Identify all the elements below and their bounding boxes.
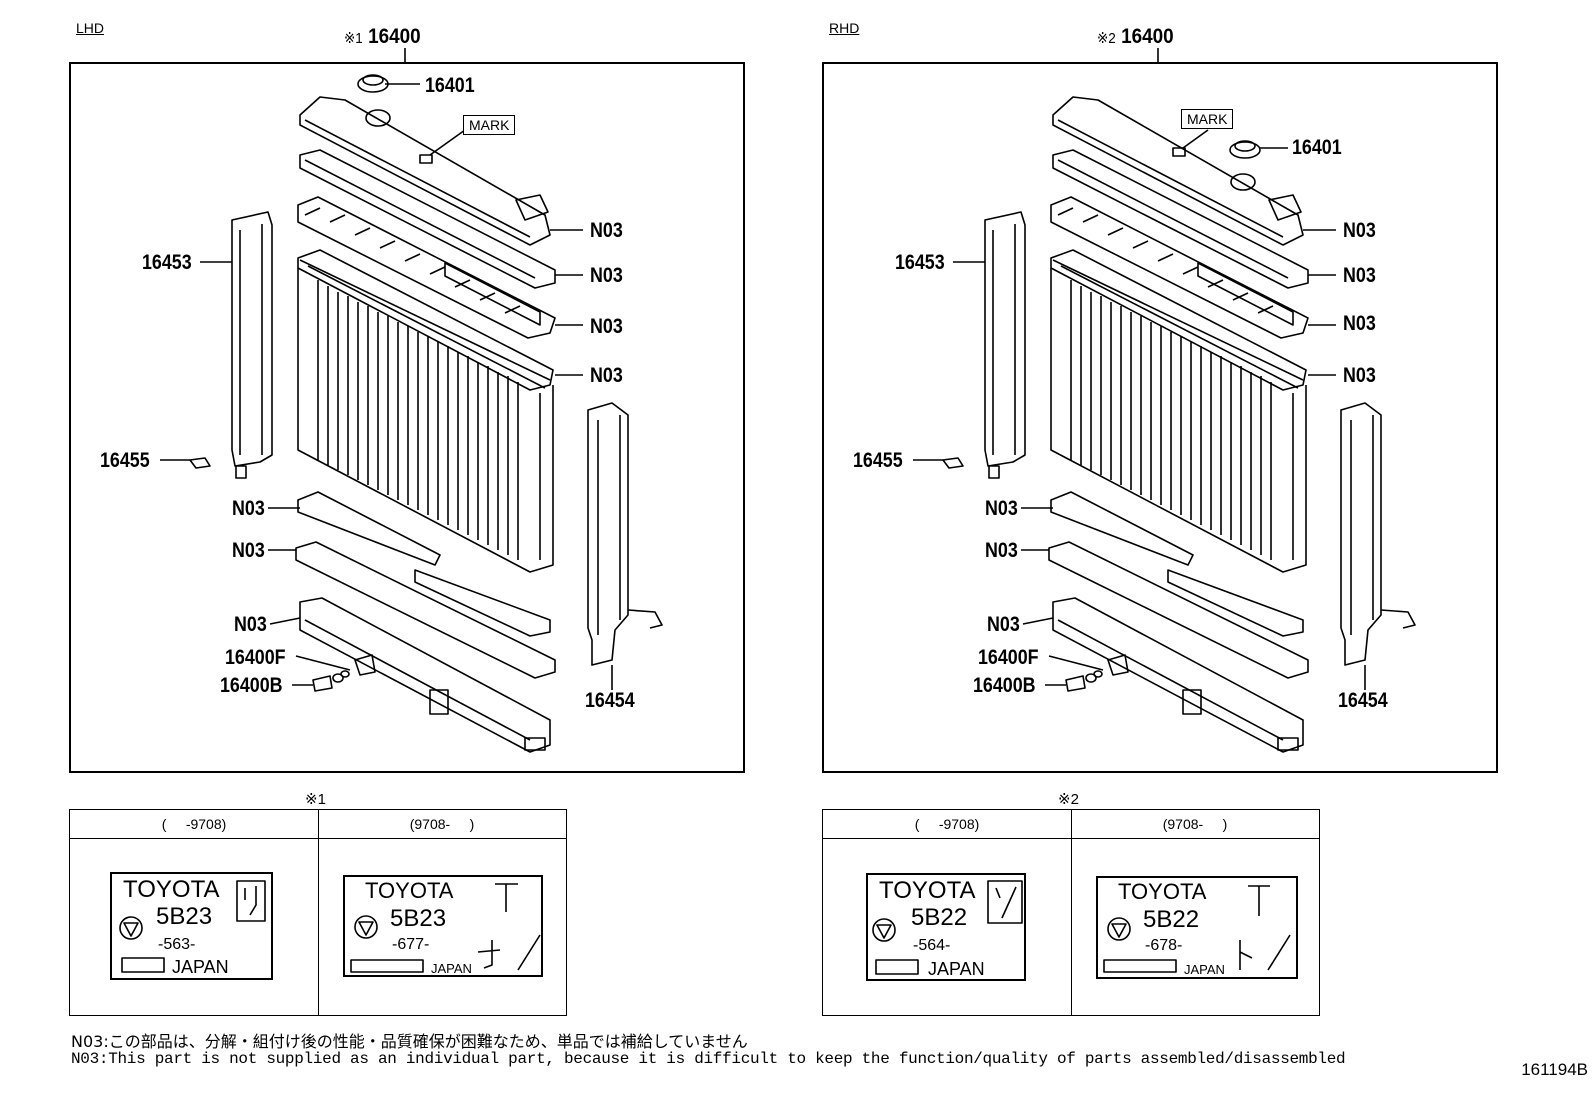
table1-header-before: ( -9708) [161,816,227,832]
diagram-id: 161194B [1521,1060,1588,1079]
lhd-part-16401[interactable]: 16401 [425,74,475,97]
lhd-label: LHD [76,20,105,36]
plate-code: -677- [392,936,430,953]
lhd-assembly-no: 16400 [368,25,421,48]
rhd-part-16455[interactable]: 16455 [853,449,903,472]
rhd-part-16454[interactable]: 16454 [1338,689,1388,712]
rhd-part-16453[interactable]: 16453 [895,251,945,274]
plate-model: 5B22 [911,904,968,931]
lhd-mark-box: MARK [463,115,516,135]
table2-header-after: (9708- ) [1162,816,1228,832]
lhd-part-n03-6[interactable]: N03 [232,539,265,562]
table1-ref: ※1 [305,791,326,808]
lhd-part-16454[interactable]: 16454 [585,689,635,712]
lhd-part-16400b[interactable]: 16400B [220,674,283,697]
table1: ( -9708) (9708- ) [69,809,567,1016]
rhd-part-n03-5[interactable]: N03 [985,497,1018,520]
rhd-part-n03-4[interactable]: N03 [1343,364,1376,387]
rhd-part-16400b[interactable]: 16400B [973,674,1036,697]
plate-brand: TOYOTA [1118,879,1207,904]
lhd-assembly-ref: ※1 [344,30,363,47]
table2-header-before: ( -9708) [914,816,980,832]
rhd-assembly-number: ※2 16400 [1097,25,1174,49]
lhd-assembly-number: ※1 16400 [344,25,421,49]
lhd-part-n03-4[interactable]: N03 [590,364,623,387]
rhd-part-n03-2[interactable]: N03 [1343,264,1376,287]
rhd-part-n03-7[interactable]: N03 [987,613,1020,636]
lhd-part-16455[interactable]: 16455 [100,449,150,472]
lhd-diagram-panel [69,62,745,773]
table1-header-row [70,810,566,839]
table2: ( -9708) (9708- ) [822,809,1320,1016]
plate-code: -563- [158,936,196,953]
rhd-part-n03-1[interactable]: N03 [1343,219,1376,242]
plate-code: -564- [913,937,951,954]
plate-code: -678- [1145,937,1183,954]
plate-brand: TOYOTA [879,877,976,904]
table1-plate-after: TOYOTA 5B23 -677- JAPAN [343,875,543,977]
rhd-assembly-ref: ※2 [1097,30,1116,47]
lhd-part-16400f[interactable]: 16400F [225,646,286,669]
table2-plate-after: TOYOTA 5B22 -678- JAPAN [1096,876,1298,979]
rhd-part-16401[interactable]: 16401 [1292,136,1342,159]
rhd-part-n03-6[interactable]: N03 [985,539,1018,562]
lhd-part-n03-3[interactable]: N03 [590,315,623,338]
table2-ref: ※2 [1058,791,1079,808]
rhd-part-16400f[interactable]: 16400F [978,646,1039,669]
rhd-label: RHD [829,20,860,36]
plate-origin: JAPAN [1184,962,1225,977]
lhd-part-n03-2[interactable]: N03 [590,264,623,287]
lhd-part-16453[interactable]: 16453 [142,251,192,274]
table1-plate-before: TOYOTA 5B23 -563- JAPAN [110,872,273,980]
lhd-part-n03-5[interactable]: N03 [232,497,265,520]
plate-origin: JAPAN [431,961,472,976]
lhd-radiator-drawing [160,48,663,753]
rhd-diagram-panel [822,62,1498,773]
rhd-part-n03-3[interactable]: N03 [1343,312,1376,335]
note-english: N03:This part is not supplied as an indi… [71,1050,1346,1068]
table1-col-before [70,810,319,1015]
lhd-part-n03-7[interactable]: N03 [234,613,267,636]
plate-model: 5B22 [1143,906,1200,933]
plate-origin: JAPAN [172,957,229,977]
table2-plate-before: TOYOTA 5B22 -564- JAPAN [866,873,1026,981]
table1-header-after: (9708- ) [409,816,475,832]
plate-symbols [119,880,1291,975]
plate-brand: TOYOTA [123,876,220,903]
table2-header-row [823,810,1319,839]
table2-col-before [823,810,1072,1015]
rhd-assembly-no: 16400 [1121,25,1174,48]
note-japanese: N03:この部品は、分解・組付け後の性能・品質確保が困難なため、単品では補給して… [71,1032,748,1051]
rhd-mark-box: MARK [1181,109,1234,129]
lhd-part-n03-1[interactable]: N03 [590,219,623,242]
rhd-radiator-drawing [913,48,1416,753]
plate-model: 5B23 [156,903,213,930]
plate-model: 5B23 [390,905,447,932]
plate-brand: TOYOTA [365,878,454,903]
plate-origin: JAPAN [928,959,985,979]
